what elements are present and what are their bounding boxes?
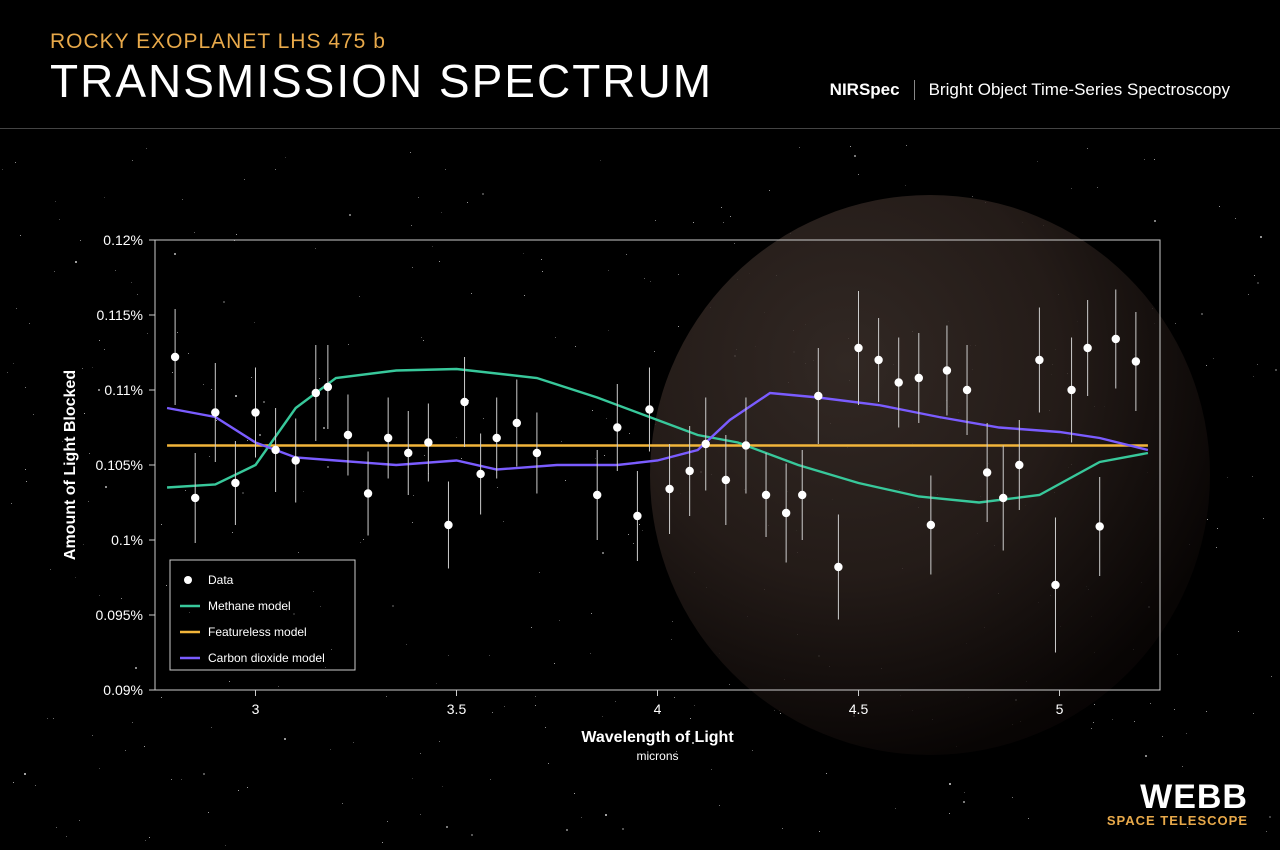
svg-text:Data: Data	[208, 573, 234, 587]
svg-text:4: 4	[654, 701, 662, 717]
header-right: NIRSpec Bright Object Time-Series Spectr…	[830, 80, 1230, 108]
mode-label: Bright Object Time-Series Spectroscopy	[929, 80, 1230, 100]
chart-area: 0.09% 0.095% 0.1% 0.105% 0.11% 0.115% 0.12% 3 3.…	[0, 145, 1280, 850]
svg-text:Amount of Light Blocked: Amount of Light Blocked	[62, 370, 79, 560]
svg-text:0.1%: 0.1%	[111, 532, 143, 548]
svg-text:3: 3	[252, 701, 260, 717]
svg-text:microns: microns	[636, 749, 678, 763]
logo-top: WEBB	[1107, 781, 1248, 813]
svg-text:0.11%: 0.11%	[104, 382, 143, 398]
svg-text:4.5: 4.5	[849, 701, 869, 717]
logo-bottom: SPACE TELESCOPE	[1107, 813, 1248, 828]
svg-text:Methane model: Methane model	[208, 599, 291, 613]
svg-text:0.105%: 0.105%	[96, 457, 143, 473]
webb-logo: WEBB SPACE TELESCOPE	[1107, 781, 1248, 828]
svg-text:0.115%: 0.115%	[97, 307, 143, 323]
svg-text:0.09%: 0.09%	[103, 682, 143, 698]
svg-text:Wavelength of Light: Wavelength of Light	[581, 729, 734, 746]
instrument-label: NIRSpec	[830, 80, 900, 100]
page-title: TRANSMISSION SPECTRUM	[50, 54, 713, 108]
header: ROCKY EXOPLANET LHS 475 b TRANSMISSION S…	[0, 0, 1280, 129]
spectrum-chart: 0.09% 0.095% 0.1% 0.105% 0.11% 0.115% 0.12% 3 3.…	[0, 145, 1280, 850]
divider	[914, 80, 915, 100]
header-left: ROCKY EXOPLANET LHS 475 b TRANSMISSION S…	[50, 30, 713, 108]
svg-text:Carbon dioxide model: Carbon dioxide model	[208, 651, 325, 665]
svg-text:Featureless model: Featureless model	[208, 625, 307, 639]
svg-text:0.095%: 0.095%	[96, 607, 143, 623]
subtitle: ROCKY EXOPLANET LHS 475 b	[50, 30, 713, 54]
svg-text:5: 5	[1056, 701, 1064, 717]
svg-text:0.12%: 0.12%	[103, 232, 143, 248]
svg-text:3.5: 3.5	[447, 701, 467, 717]
